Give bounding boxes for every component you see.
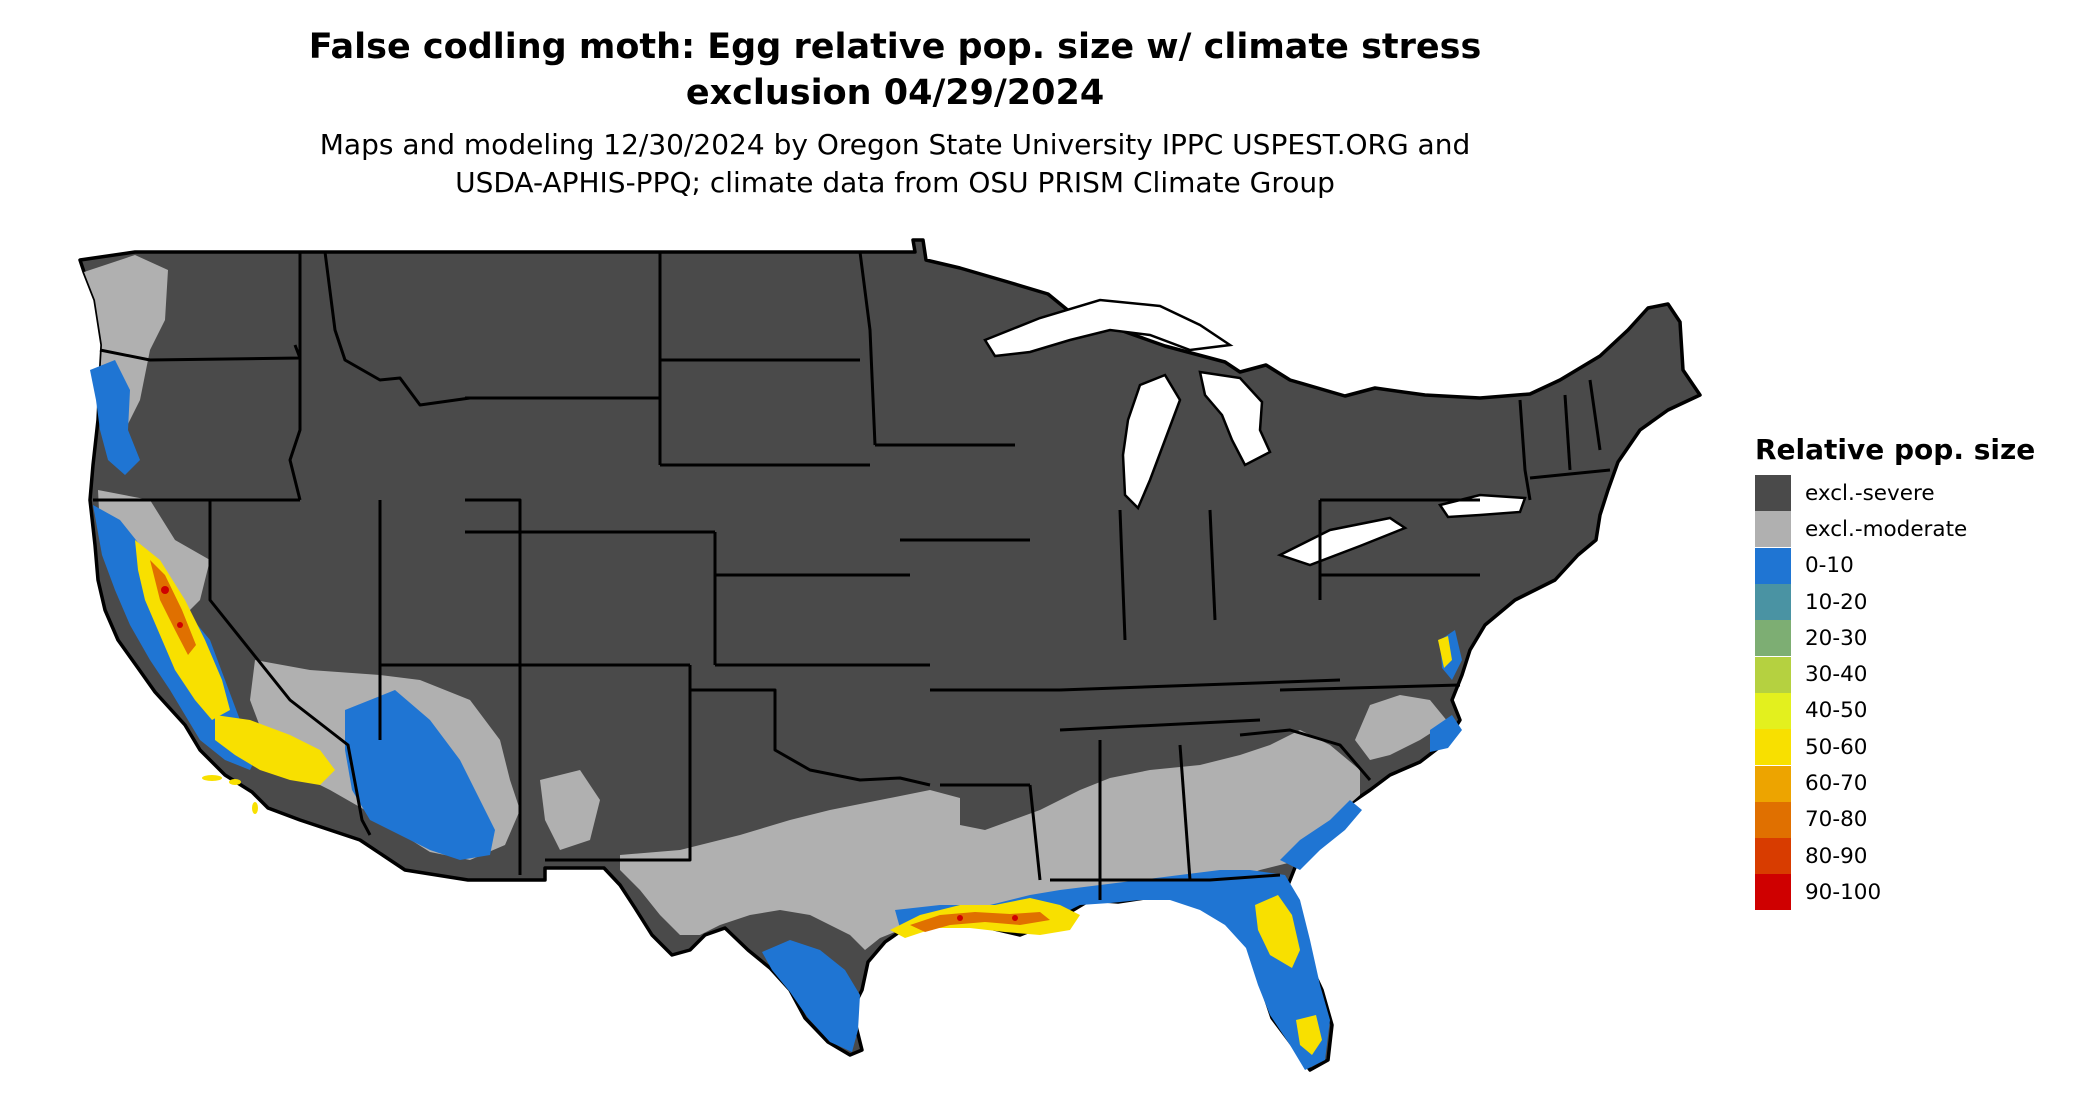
border-ny-new-england bbox=[1518, 399, 1532, 501]
legend-title: Relative pop. size bbox=[1755, 433, 2036, 466]
legend-items: excl.-severe excl.-moderate 0-10 10-20 20-30… bbox=[1755, 475, 2035, 911]
subtitle-line-2: USDA-APHIS-PPQ; climate data from OSU PR… bbox=[455, 166, 1335, 199]
moderate-new-mexico bbox=[540, 770, 600, 850]
legend-item: 80-90 bbox=[1755, 838, 2035, 875]
legend-label: 10-20 bbox=[1805, 589, 1868, 615]
legend-label: excl.-moderate bbox=[1805, 516, 1968, 542]
legend-item: excl.-severe bbox=[1755, 475, 2035, 512]
legend-item: excl.-moderate bbox=[1755, 511, 2035, 548]
subtitle-line-1: Maps and modeling 12/30/2024 by Oregon S… bbox=[319, 128, 1471, 161]
border-ma-south bbox=[1529, 468, 1611, 480]
border-ok-tx bbox=[690, 688, 931, 787]
legend-label: 80-90 bbox=[1805, 843, 1868, 869]
moderate-texas-south bbox=[620, 730, 1360, 950]
legend-swatch bbox=[1755, 765, 1791, 802]
border-nh-me bbox=[1588, 379, 1602, 451]
legend-swatch bbox=[1755, 620, 1791, 657]
legend-item: 10-20 bbox=[1755, 584, 2035, 621]
legend-swatch bbox=[1755, 874, 1791, 911]
legend-label: 70-80 bbox=[1805, 807, 1868, 833]
border-ca-nv bbox=[208, 500, 372, 836]
legend-item: 70-80 bbox=[1755, 801, 2035, 838]
low-atlantic-coast bbox=[1280, 800, 1362, 870]
border-va-nc bbox=[1279, 683, 1461, 692]
hot-spot-gulf-2 bbox=[1012, 915, 1018, 921]
legend-swatch bbox=[1755, 656, 1791, 693]
mid-florida-south bbox=[1296, 1015, 1322, 1055]
legend-label: 30-40 bbox=[1805, 662, 1868, 688]
border-id-west bbox=[288, 252, 302, 501]
island-3 bbox=[252, 802, 258, 814]
lake-superior bbox=[983, 298, 1234, 358]
legend-item: 20-30 bbox=[1755, 620, 2035, 657]
great-lakes bbox=[983, 298, 1527, 567]
legend-item: 30-40 bbox=[1755, 656, 2035, 693]
title-line-1: False codling moth: Egg relative pop. si… bbox=[308, 27, 1482, 67]
map-subtitle: Maps and modeling 12/30/2024 by Oregon S… bbox=[0, 126, 1790, 202]
legend-label: excl.-severe bbox=[1805, 480, 1935, 506]
legend-swatch bbox=[1755, 729, 1791, 766]
border-id-mt bbox=[323, 251, 471, 407]
border-in-oh bbox=[1208, 509, 1217, 621]
border-co-north bbox=[465, 498, 522, 532]
mid-florida-east bbox=[1255, 895, 1300, 968]
border-nc-sc bbox=[1239, 728, 1372, 781]
state-boundaries bbox=[93, 251, 1611, 900]
legend-item: 50-60 bbox=[1755, 729, 2035, 766]
border-mn-west bbox=[858, 251, 877, 446]
legend-label: 0-10 bbox=[1805, 553, 1854, 579]
legend-swatch bbox=[1755, 547, 1791, 584]
legend-label: 90-100 bbox=[1805, 879, 1882, 905]
legend: Relative pop. size excl.-severe excl.-mod… bbox=[1755, 433, 2035, 911]
high-central-valley bbox=[150, 560, 196, 655]
low-arizona-desert bbox=[345, 690, 495, 860]
low-oregon-coast bbox=[90, 360, 140, 475]
border-al-ga bbox=[1178, 744, 1192, 881]
legend-swatch bbox=[1755, 801, 1791, 838]
legend-swatch bbox=[1755, 475, 1791, 512]
border-la-east bbox=[1028, 784, 1042, 881]
mid-southern-california bbox=[215, 715, 335, 785]
border-il-in bbox=[1118, 509, 1127, 641]
legend-label: 50-60 bbox=[1805, 734, 1868, 760]
legend-item: 90-100 bbox=[1755, 874, 2035, 911]
title-line-2: exclusion 04/29/2024 bbox=[685, 73, 1105, 113]
legend-item: 40-50 bbox=[1755, 692, 2035, 729]
legend-swatch bbox=[1755, 838, 1791, 875]
hot-spot-gulf-1 bbox=[957, 915, 963, 921]
border-ky-tn bbox=[1059, 678, 1341, 692]
mid-delmarva bbox=[1438, 636, 1452, 668]
moderate-carolinas bbox=[1355, 695, 1448, 760]
map-title: False codling moth: Egg relative pop. si… bbox=[0, 24, 1790, 116]
border-tn-south bbox=[1059, 718, 1261, 732]
hot-spot-valley-2 bbox=[177, 622, 183, 628]
legend-swatch bbox=[1755, 511, 1791, 548]
severe-hot-spots bbox=[161, 586, 1018, 921]
moderate-california-north bbox=[98, 490, 210, 620]
low-texas-coast bbox=[762, 940, 860, 1052]
border-nm-tx bbox=[545, 665, 692, 862]
border-ga-fl bbox=[1050, 873, 1281, 882]
lake-huron bbox=[1198, 370, 1272, 467]
legend-label: 20-30 bbox=[1805, 625, 1868, 651]
channel-islands bbox=[202, 775, 258, 814]
legend-item: 60-70 bbox=[1755, 765, 2035, 802]
border-vt-nh bbox=[1563, 394, 1572, 471]
island-1 bbox=[202, 775, 222, 781]
legend-item: 0-10 bbox=[1755, 547, 2035, 584]
border-wa-or bbox=[99, 344, 302, 362]
legend-label: 40-50 bbox=[1805, 698, 1868, 724]
island-2 bbox=[229, 779, 241, 785]
legend-swatch bbox=[1755, 692, 1791, 729]
lake-michigan bbox=[1121, 373, 1182, 511]
legend-swatch bbox=[1755, 584, 1791, 621]
hot-spot-valley-1 bbox=[161, 586, 169, 594]
lake-erie bbox=[1276, 516, 1408, 567]
legend-label: 60-70 bbox=[1805, 771, 1868, 797]
low-nc-coast bbox=[1430, 715, 1462, 752]
